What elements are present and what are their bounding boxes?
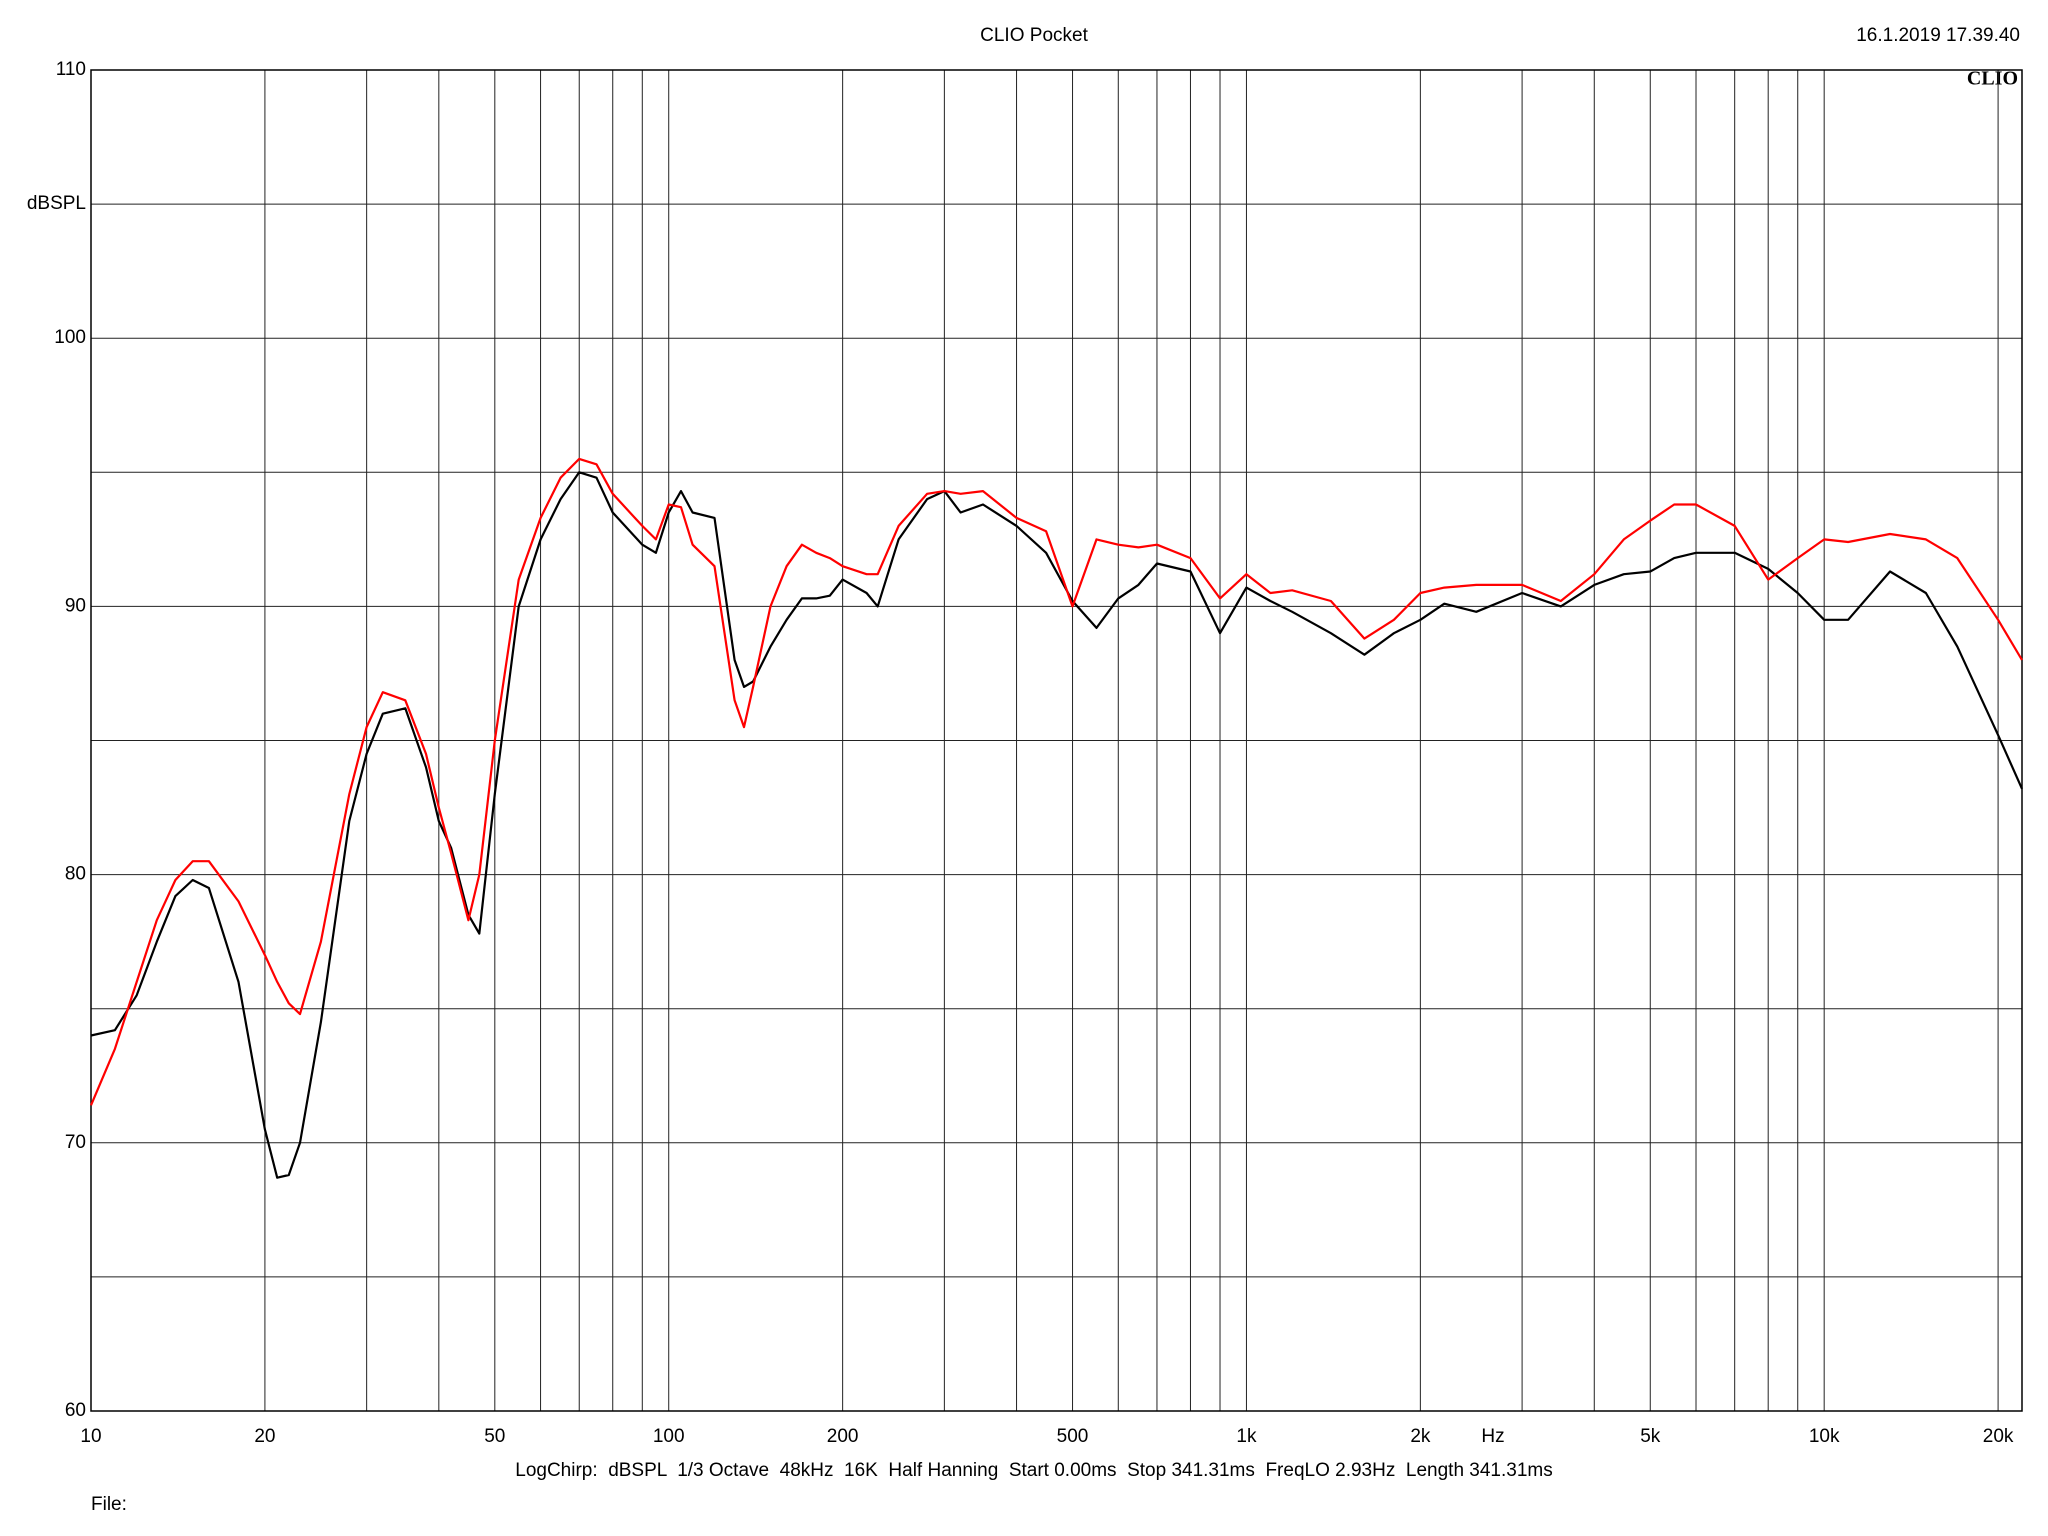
x-tick-label: 50: [484, 1426, 505, 1447]
y-tick-label: 100: [54, 327, 86, 348]
x-tick-label: 5k: [1640, 1426, 1661, 1447]
file-label: File:: [91, 1494, 127, 1515]
y-tick-label: 60: [65, 1400, 86, 1421]
y-tick-label: 90: [65, 595, 86, 616]
x-tick-label: 1k: [1236, 1426, 1257, 1447]
plot-frame: [90, 69, 2023, 1412]
x-tick-label: 20k: [1983, 1426, 2014, 1447]
y-tick-label: 70: [65, 1132, 86, 1153]
y-axis-label: dBSPL: [27, 193, 86, 214]
series-line: [89, 457, 2023, 1106]
x-tick-label: 20: [254, 1426, 275, 1447]
footer: LogChirp: dBSPL 1/3 Octave 48kHz 16K Hal…: [515, 1460, 1552, 1481]
x-tick-label: 100: [653, 1426, 685, 1447]
series-line: [90, 471, 2024, 1179]
x-tick-label: 2k: [1410, 1426, 1431, 1447]
x-tick-label: 10: [80, 1426, 101, 1447]
y-tick-label: 110: [56, 59, 86, 80]
x-axis-label: Hz: [1481, 1426, 1504, 1447]
x-tick-label: 200: [827, 1426, 859, 1447]
x-tick-label: 10k: [1809, 1426, 1840, 1447]
x-tick-label: 500: [1057, 1426, 1089, 1447]
chart-title: CLIO Pocket: [980, 25, 1088, 46]
logo: CLIO: [1967, 68, 2018, 90]
timestamp: 16.1.2019 17.39.40: [1856, 25, 2020, 46]
y-tick-label: 80: [65, 864, 86, 885]
